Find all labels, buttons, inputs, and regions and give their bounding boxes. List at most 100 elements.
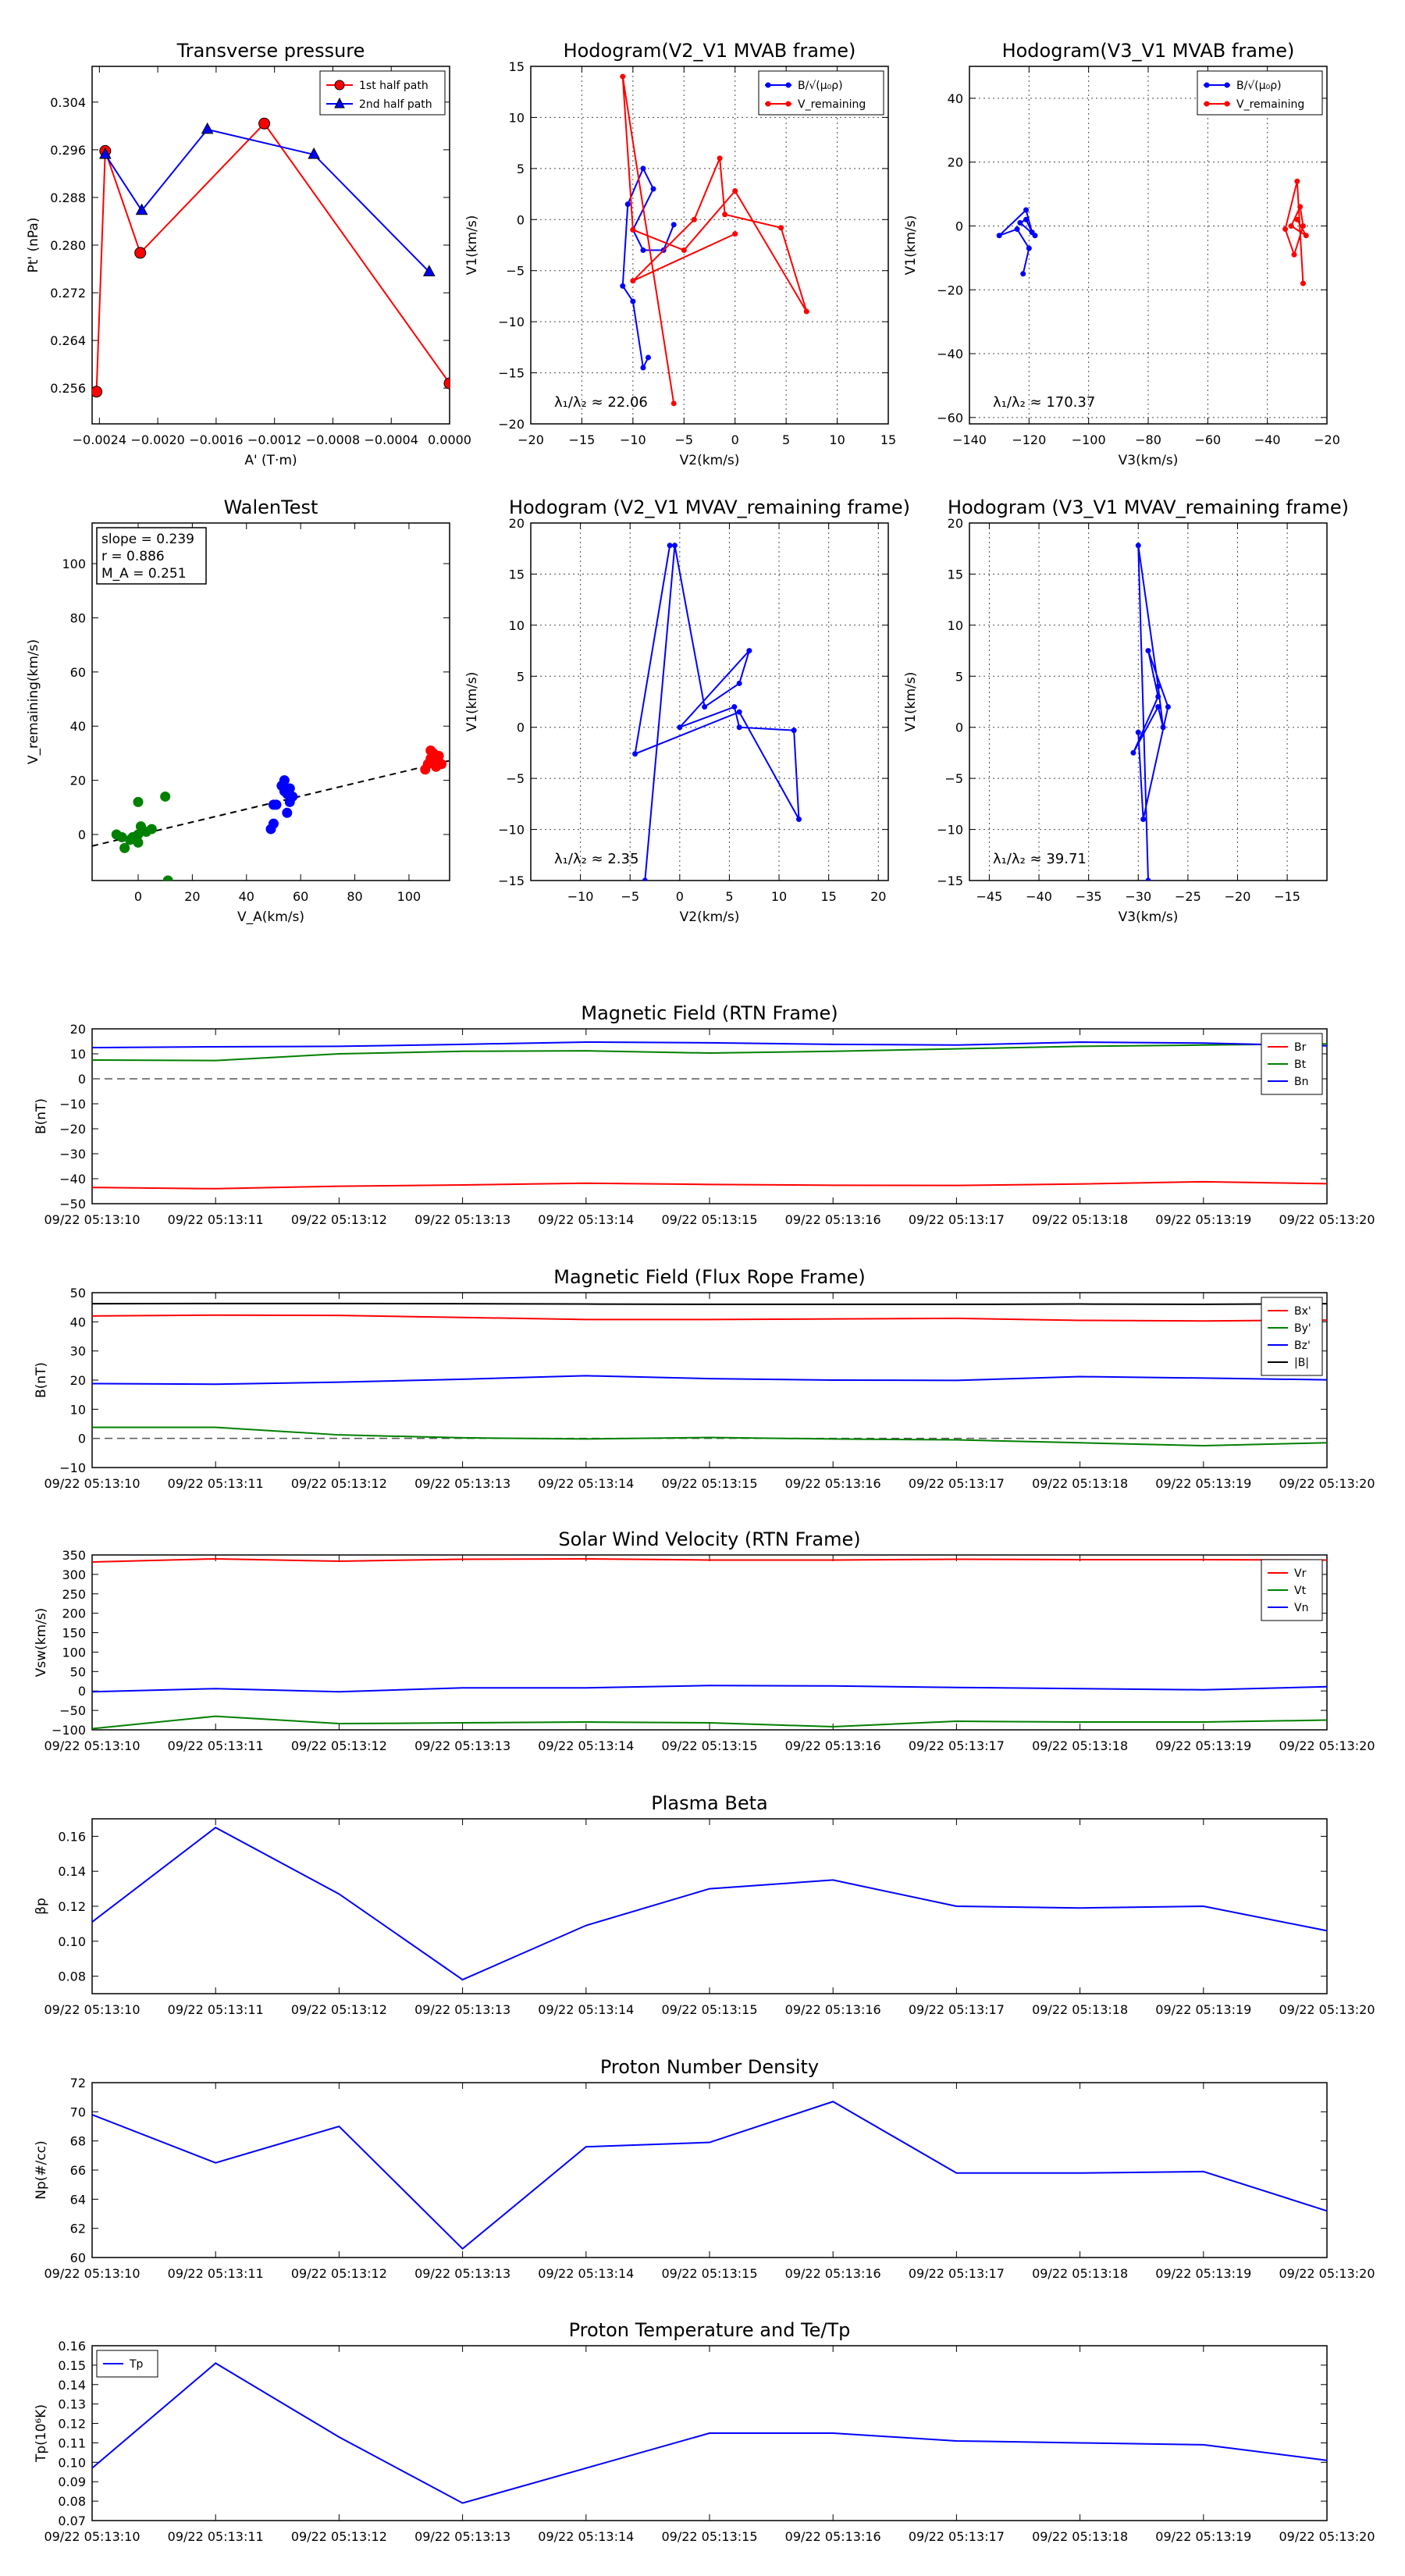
- y-axis-label: V1(km/s): [464, 672, 480, 732]
- y-tick-label: 5: [955, 669, 963, 684]
- y-tick-label: 60: [70, 665, 86, 680]
- data-point: [670, 400, 677, 407]
- y-axis-label: V_remaining(km/s): [26, 639, 41, 764]
- chart-title: Proton Number Density: [600, 2056, 819, 2078]
- data-point: [1032, 233, 1038, 239]
- x-tick-label: 09/22 05:13:13: [414, 2002, 510, 2017]
- y-tick-label: −10: [498, 315, 525, 329]
- x-tick-label: −0.0004: [365, 432, 418, 447]
- y-tick-label: 0.256: [50, 381, 86, 396]
- series-line-0: [91, 2101, 1328, 2250]
- x-tick-label: 09/22 05:13:14: [538, 1738, 634, 1753]
- series-line-0: [95, 122, 450, 392]
- x-tick-label: 09/22 05:13:13: [414, 2266, 510, 2281]
- y-axis-label: Vsw(km/s): [34, 1608, 49, 1678]
- x-tick-label: 09/22 05:13:16: [785, 1212, 881, 1227]
- data-point: [630, 226, 636, 233]
- x-tick-label: −40: [1254, 432, 1281, 447]
- x-tick-label: 09/22 05:13:16: [785, 2266, 881, 2281]
- y-axis-label: B(nT): [34, 1362, 49, 1398]
- data-point: [624, 201, 631, 208]
- x-tick-label: 60: [293, 889, 308, 904]
- data-point: [1014, 226, 1020, 233]
- x-tick-label: 20: [184, 889, 200, 904]
- x-axis-label: V3(km/s): [1119, 909, 1179, 925]
- x-tick-label: 09/22 05:13:13: [414, 2529, 510, 2544]
- x-tick-label: 09/22 05:13:11: [168, 2529, 264, 2544]
- series-line-1: [621, 76, 808, 404]
- legend: Tp: [96, 2350, 158, 2378]
- y-tick-label: 20: [509, 516, 525, 531]
- x-tick-label: −25: [1175, 889, 1201, 904]
- y-tick-label: 0.07: [58, 2514, 86, 2528]
- data-point: [279, 786, 290, 796]
- data-point: [1135, 729, 1141, 735]
- data-point: [677, 724, 683, 731]
- plot-frame: [91, 66, 450, 425]
- x-tick-label: 20: [870, 889, 886, 904]
- chart-title: Plasma Beta: [651, 1792, 767, 1814]
- x-tick-label: −100: [1072, 432, 1106, 447]
- y-tick-label: 0.296: [50, 143, 86, 158]
- chart-title: Magnetic Field (Flux Rope Frame): [553, 1266, 865, 1288]
- data-point: [425, 745, 436, 756]
- legend: Br Bt Bn: [1261, 1033, 1323, 1095]
- data-point: [1145, 877, 1151, 881]
- x-tick-label: −30: [1125, 889, 1151, 904]
- x-tick-label: 09/22 05:13:19: [1155, 1738, 1251, 1753]
- y-tick-label: 0.09: [58, 2475, 86, 2489]
- y-tick-label: −20: [498, 417, 525, 432]
- data-point: [287, 791, 298, 802]
- legend-label: Vr: [1294, 1567, 1307, 1580]
- y-tick-label: 10: [70, 1047, 86, 1062]
- data-point: [620, 73, 626, 80]
- y-axis-label: V1(km/s): [903, 672, 919, 732]
- legend-marker: [1204, 82, 1210, 88]
- series-line-1: [1284, 180, 1307, 284]
- x-tick-label: −140: [952, 432, 987, 447]
- x-axis-label: V3(km/s): [1119, 453, 1179, 468]
- series-line-0: [634, 545, 800, 881]
- ratio-annotation: λ₁/λ₂ ≈ 39.71: [993, 851, 1087, 867]
- series-group: [996, 178, 1309, 286]
- y-tick-label: 66: [70, 2163, 86, 2178]
- series-group: [632, 543, 802, 881]
- y-tick-label: −10: [937, 823, 963, 838]
- chart-proton-temperature: Proton Temperature and Te/Tp 09/22 05:13:…: [34, 2319, 1375, 2544]
- series-group: [620, 73, 809, 407]
- x-tick-label: 09/22 05:13:18: [1032, 2002, 1128, 2017]
- y-tick-label: 0: [517, 212, 525, 227]
- x-tick-label: −35: [1076, 889, 1102, 904]
- series-line-0: [998, 208, 1036, 275]
- legend-label: Bx': [1294, 1305, 1311, 1318]
- series-line-0: [91, 2362, 1328, 2504]
- data-point: [1026, 245, 1032, 251]
- x-tick-label: 09/22 05:13:10: [44, 1476, 140, 1491]
- plot-frame: [91, 522, 450, 881]
- x-tick-label: 15: [820, 889, 836, 904]
- data-point: [1140, 816, 1147, 822]
- x-tick-label: −0.0012: [247, 432, 301, 447]
- x-tick-label: −0.0024: [73, 432, 126, 447]
- data-point: [1300, 222, 1306, 229]
- y-tick-label: 250: [62, 1587, 86, 1602]
- data-point: [1160, 724, 1166, 731]
- x-tick-label: −40: [1026, 889, 1052, 904]
- x-tick-label: 5: [725, 889, 733, 904]
- y-tick-label: 100: [62, 1645, 86, 1660]
- x-tick-label: 09/22 05:13:17: [909, 1212, 1005, 1227]
- x-tick-label: 09/22 05:13:18: [1032, 1476, 1128, 1491]
- chart-title: Solar Wind Velocity (RTN Frame): [558, 1528, 860, 1550]
- y-tick-label: 30: [70, 1344, 86, 1359]
- y-tick-label: 62: [70, 2222, 86, 2236]
- chart-walen-test: WalenTest 0 20 40 60 80 100 0 20 40 60 80 100 V_A(km/…: [26, 496, 450, 925]
- x-tick-label: 09/22 05:13:16: [785, 2529, 881, 2544]
- ratio-annotation: λ₁/λ₂ ≈ 22.06: [554, 394, 648, 411]
- y-tick-label: −50: [59, 1197, 86, 1212]
- legend-box: [758, 70, 884, 116]
- legend-label: |B|: [1294, 1357, 1309, 1369]
- x-tick-label: −45: [976, 889, 1003, 904]
- data-point: [133, 837, 144, 848]
- series-line-0: [91, 1827, 1328, 1981]
- y-tick-label: −15: [937, 873, 963, 888]
